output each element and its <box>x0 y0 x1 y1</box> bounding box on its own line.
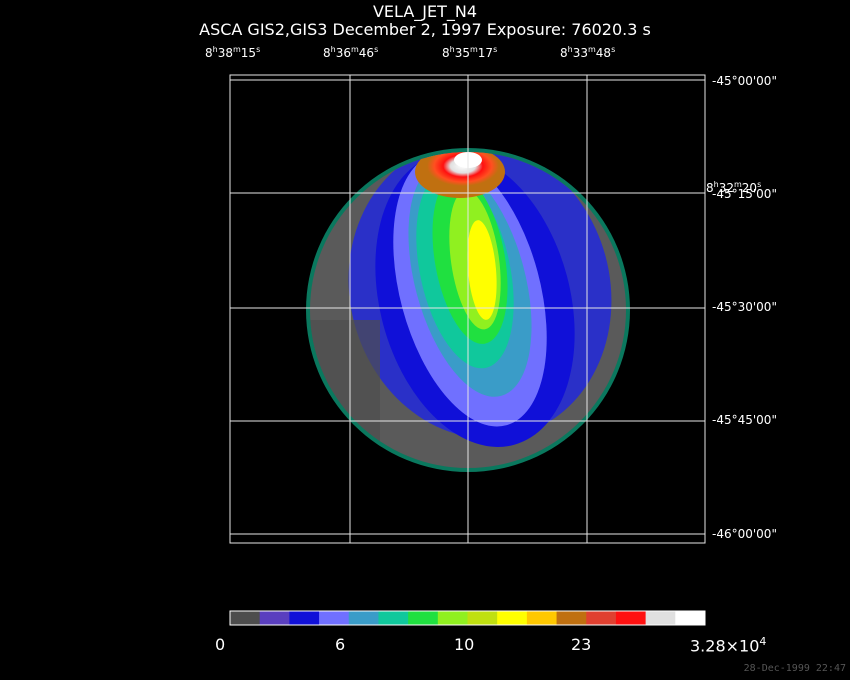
colorbar-swatch <box>467 611 498 625</box>
colorbar-swatch <box>259 611 290 625</box>
colorbar-swatch <box>615 611 647 625</box>
colorbar-swatch <box>586 611 617 625</box>
colorbar-frame <box>229 610 706 626</box>
image-title: VELA_JET_N4 <box>372 2 478 21</box>
colorbar-swatch <box>645 611 676 625</box>
dec-label-2: -45°15'00" <box>712 187 777 201</box>
ra-label-2: 8h36m46s <box>323 45 379 60</box>
colorbar-swatch <box>497 611 528 625</box>
colorbar-label-max: 3.28×104 <box>690 635 767 656</box>
colorbar-swatch <box>348 611 379 625</box>
colorbar-label-10: 10 <box>454 635 475 654</box>
image-subtitle: ASCA GIS2,GIS3 December 2, 1997 Exposure… <box>199 20 651 39</box>
colorbar-swatch <box>675 611 706 625</box>
dec-label-3: -45°30'00" <box>712 300 777 314</box>
fov-circle <box>306 148 630 472</box>
dec-label-5: -46°00'00" <box>712 527 777 541</box>
colorbar-swatch <box>230 611 261 625</box>
colorbar-swatch <box>289 611 320 625</box>
colorbar-swatch <box>408 611 439 625</box>
ra-label-1: 8h38m15s <box>205 45 261 60</box>
colorbar-label-23: 23 <box>571 635 592 654</box>
colorbar-swatch <box>556 611 587 625</box>
dec-label-1: -45°00'00" <box>712 74 777 88</box>
colorbar-swatch <box>319 611 350 625</box>
coordinate-grid <box>229 74 706 544</box>
colorbar-swatch <box>526 611 558 625</box>
ra-label-4: 8h33m48s <box>560 45 616 60</box>
ra-label-3: 8h35m17s <box>442 45 498 60</box>
colorbar-label-6: 6 <box>335 635 346 654</box>
colorbar <box>229 610 706 626</box>
dec-label-4: -45°45'00" <box>712 413 777 427</box>
overlay-ra-label: 8h32m20s <box>706 180 762 195</box>
colorbar-label-0: 0 <box>215 635 226 654</box>
colorbar-swatch <box>437 611 468 625</box>
colorbar-swatch <box>378 611 409 625</box>
timestamp: 28-Dec-1999 22:47 <box>743 663 846 674</box>
